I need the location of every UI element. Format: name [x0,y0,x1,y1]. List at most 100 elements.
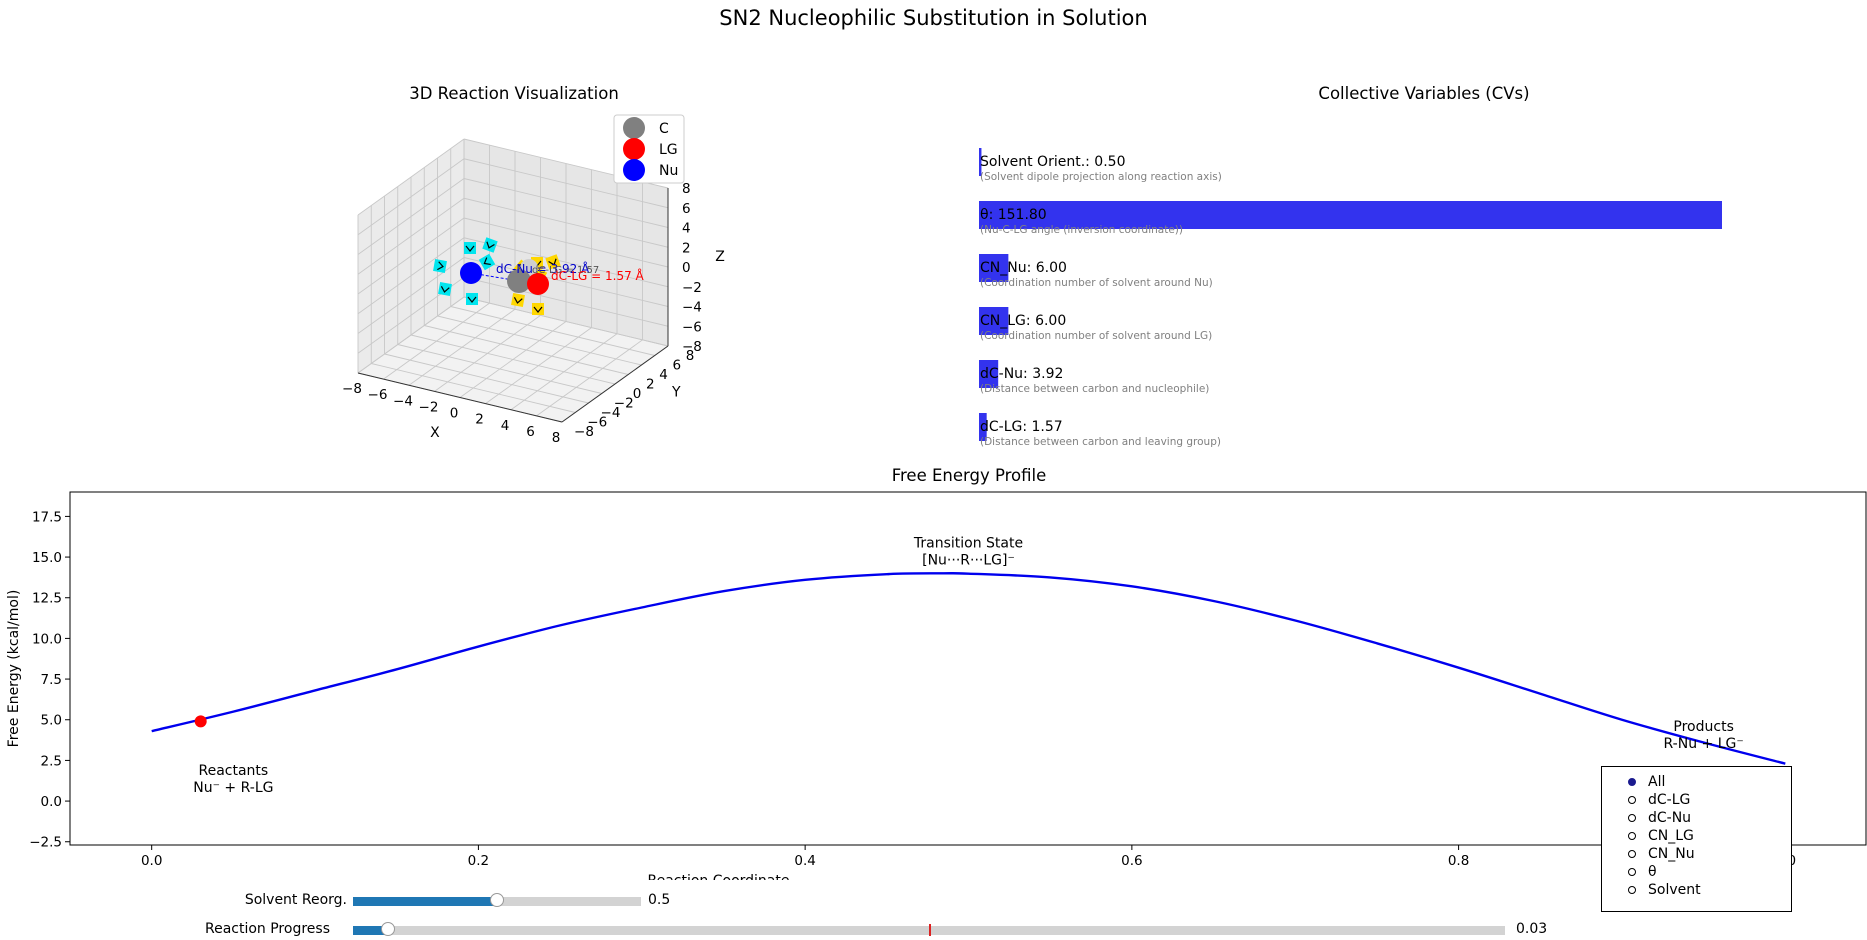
cv-bar-description: (Distance between carbon and nucleophile… [980,383,1209,395]
viz3d-x-tick-label: −6 [368,387,388,403]
cv-bar-label: θ: 151.80 [980,207,1047,223]
viz3d-solvent-nu-shell-body [438,282,452,296]
viz3d-z-label: Z [715,249,725,265]
viz3d-legend-marker [623,138,645,160]
fe-ytick-label: 7.5 [41,672,62,688]
fe-annotation-transition-state: [Nu···R···LG]⁻ [922,552,1015,568]
viz3d-solvent-lg-shell [511,293,525,307]
free-energy-title: Free Energy Profile [891,466,1047,485]
viz3d-overlap-annotation: dC-LG = 1.57 [532,265,599,276]
fe-series-line [151,572,1786,765]
fe-ytick-label: 17.5 [32,509,62,525]
radio-dc-nu[interactable]: dC-Nu [1628,810,1691,826]
viz3d-x-tick-label: −2 [419,399,439,415]
viz3d-legend-label: LG [659,142,678,158]
radio-dot-cn-nu[interactable] [1628,850,1636,858]
viz3d-y-label: Y [671,385,681,401]
cv-bar [979,413,987,441]
fe-ylabel: Free Energy (kcal/mol) [6,590,22,748]
viz3d-solvent-nu-shell [478,253,496,271]
viz3d-z-tick-label: 0 [682,260,691,276]
fe-ytick-label: 2.5 [41,753,62,769]
viz3d-z-tick-label: −8 [682,339,702,355]
fe-ytick-label: 15.0 [32,550,62,566]
radio-theta[interactable]: θ [1628,864,1657,880]
reaction-progress-ts-marker [929,924,931,936]
viz3d-grid-line [536,339,643,417]
viz3d-x-axis [357,372,563,423]
fe-axes-frame [69,491,1867,846]
viz3d-solvent-nu-shell-dipole [467,296,477,303]
viz3d-grid-line [450,306,655,356]
fe-annotation-reactants: Reactants [199,763,269,779]
viz3d-solvent-nu-shell-body [464,242,476,254]
radio-dot-solvent[interactable] [1628,886,1636,894]
cv-bar [979,201,1722,229]
viz3d-y-tick-label: −8 [574,424,594,440]
radio-all[interactable]: All [1628,774,1665,790]
viz3d-grid-line [357,178,465,255]
viz3d-solvent-nu-shell-dipole [440,286,450,293]
viz3d-grid-line [437,315,642,366]
viz3d-grid-line [410,334,616,385]
cv-filter-radio-group: All dC-LG dC-Nu CN_LG CN_Nu θ Solvent [1601,766,1792,912]
viz3d-solvent-nu-shell-dipole [465,245,475,252]
fe-ytick-label: 12.5 [32,591,62,607]
solvent-reorg-fill [353,897,497,906]
viz3d-grid-line [485,327,592,404]
viz3d-x-label: X [430,425,440,441]
fe-ytick-label: 0.0 [41,794,62,810]
radio-dot-all[interactable] [1628,778,1636,786]
viz3d-y-tick-label: −2 [614,396,634,412]
viz3d-z-tick-label: −4 [682,300,702,316]
fe-ytick-label: 5.0 [41,713,62,729]
viz3d-z-tick-label: 2 [682,240,691,256]
viz3d-x-tick-label: 4 [501,418,510,434]
viz3d-solvent-lg-shell-dipole [533,306,543,313]
viz3d-leaving-group-atom [527,273,549,295]
viz3d-y-tick-label: −4 [601,405,621,421]
fe-xtick-label: 0.4 [794,853,815,869]
viz3d-title: 3D Reaction Visualization [409,84,619,103]
viz3d-z-tick-label: −2 [682,280,702,296]
cv-bar-label: CN_LG: 6.00 [980,313,1066,329]
reaction-progress-label: Reaction Progress [204,921,330,937]
viz3d-solvent-lg-shell-body [545,254,561,270]
viz3d-dc-lg-annotation: dC-LG = 1.57 Å [551,268,645,283]
viz3d-dc-nu-annotation: dC-Nu = 3.92 Å [496,261,590,276]
viz3d-x-tick-label: −4 [393,393,413,409]
radio-dc-lg[interactable]: dC-LG [1628,792,1690,808]
free-energy-chart: 0.00.20.40.60.81.0−2.50.02.55.07.510.012… [6,491,1867,880]
viz3d-solvent-nu-shell [433,259,447,273]
viz3d-grid-line [357,197,465,275]
radio-dot-theta[interactable] [1628,868,1636,876]
viz3d-solvent-nu-shell [482,237,498,253]
viz3d-y-tick-label: 4 [659,367,668,383]
viz3d-x-tick-label: 6 [526,424,535,440]
viz3d-y-tick-label: 6 [672,358,681,374]
reaction-progress-handle[interactable] [380,922,395,936]
viz3d-grid-line [463,158,669,209]
viz3d-solvent-nu-shell [464,242,476,254]
radio-dot-cn-lg[interactable] [1628,832,1636,840]
radio-cn-nu[interactable]: CN_Nu [1628,846,1695,862]
viz3d-solvent-nu-shell [438,282,452,296]
fe-xtick-label: 0.8 [1448,853,1469,869]
viz3d-plot[interactable]: −8−8−8−6−6−6−4−4−4−2 −2−2000222444666888X… [0,0,1867,470]
radio-dot-dc-nu[interactable] [1628,814,1636,822]
radio-dot-dc-lg[interactable] [1628,796,1636,804]
cv-bar-label: CN_Nu: 6.00 [980,260,1067,276]
viz3d-x-tick-label: 8 [552,430,561,446]
viz3d-solvent-lg-shell-body [511,293,525,307]
reaction-progress-slider[interactable] [353,922,1505,936]
viz3d-solvent-lg-shell-dipole [513,297,523,304]
radio-cn-lg[interactable]: CN_LG [1628,828,1694,844]
solvent-reorg-handle[interactable] [490,893,504,907]
cv-bar-label: Solvent Orient.: 0.50 [980,154,1125,170]
viz3d-grid-line [463,178,669,228]
viz3d-legend-marker [623,159,645,181]
solvent-reorg-slider[interactable] [353,893,641,907]
radio-solvent[interactable]: Solvent [1628,882,1701,898]
viz3d-solvent-lg-shell-dipole [548,258,557,266]
fe-annotation-reactants: Nu⁻ + R-LG [193,780,273,796]
